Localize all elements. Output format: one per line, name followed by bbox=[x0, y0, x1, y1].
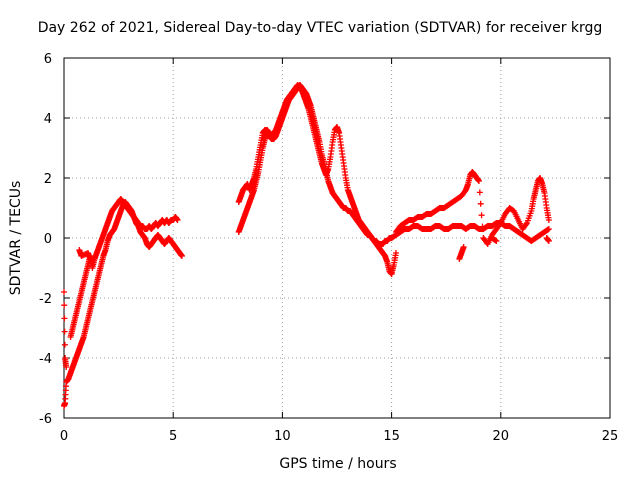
data-point-dense bbox=[476, 189, 483, 196]
data-point bbox=[460, 244, 467, 250]
data-point-dense bbox=[479, 223, 486, 230]
data-point bbox=[545, 226, 552, 232]
data-point bbox=[63, 364, 70, 370]
y-tick-label: 2 bbox=[44, 172, 52, 187]
axis-ticks: 0 5 10 15 20 25 -6 -4 -2 0 2 4 6 bbox=[39, 52, 618, 444]
x-tick-label: 20 bbox=[493, 429, 510, 444]
y-tick-label: 6 bbox=[44, 52, 52, 67]
data-point-dense bbox=[477, 200, 484, 207]
data-point bbox=[545, 238, 552, 244]
y-tick-label: -6 bbox=[39, 412, 52, 427]
x-tick-label: 0 bbox=[60, 429, 68, 444]
x-tick-label: 25 bbox=[602, 429, 619, 444]
y-tick-label: -2 bbox=[39, 292, 52, 307]
x-tick-label: 5 bbox=[169, 429, 177, 444]
grid-lines bbox=[64, 58, 610, 418]
data-points bbox=[61, 82, 552, 409]
data-point-dense bbox=[478, 212, 485, 219]
y-tick-label: 0 bbox=[44, 232, 52, 247]
data-point-dense bbox=[523, 221, 530, 228]
data-point-dense bbox=[61, 315, 68, 322]
data-point bbox=[178, 253, 185, 259]
x-tick-label: 10 bbox=[274, 429, 291, 444]
data-point bbox=[545, 217, 552, 223]
data-point bbox=[89, 259, 96, 265]
y-tick-label: -4 bbox=[39, 352, 52, 367]
data-point bbox=[61, 289, 67, 295]
y-axis-label: SDTVAR / TECUs bbox=[8, 180, 24, 296]
x-axis-label: GPS time / hours bbox=[279, 456, 397, 472]
data-point-dense bbox=[61, 341, 68, 348]
data-point bbox=[475, 178, 482, 184]
data-point bbox=[392, 250, 399, 256]
chart-title: Day 262 of 2021, Sidereal Day-to-day VTE… bbox=[37, 20, 603, 36]
x-tick-label: 15 bbox=[383, 429, 400, 444]
data-point-dense bbox=[61, 302, 68, 309]
y-tick-label: 4 bbox=[44, 112, 52, 127]
data-point bbox=[174, 217, 181, 223]
data-point bbox=[493, 238, 500, 244]
data-point-dense bbox=[61, 328, 68, 335]
